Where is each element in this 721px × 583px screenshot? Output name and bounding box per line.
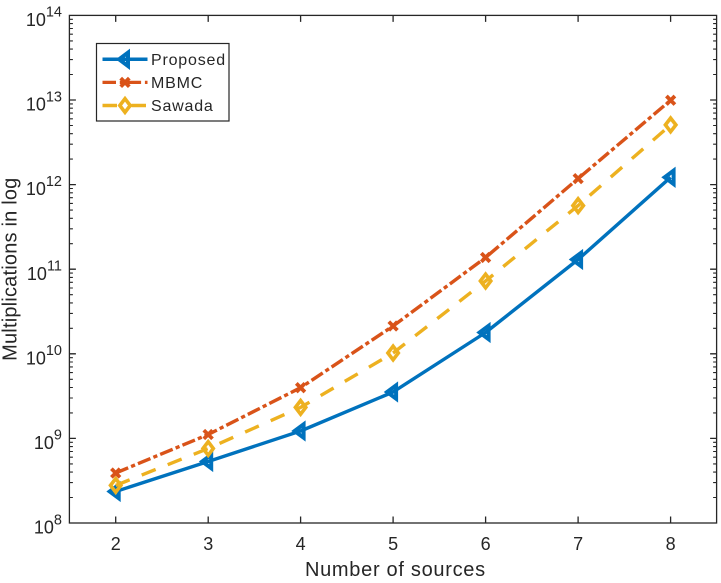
svg-text:Sawada: Sawada: [151, 98, 214, 115]
svg-text:MBMC: MBMC: [151, 75, 203, 92]
svg-text:Multiplications in log: Multiplications in log: [0, 178, 22, 361]
svg-text:8: 8: [666, 534, 676, 554]
svg-text:5: 5: [388, 534, 398, 554]
svg-text:3: 3: [203, 534, 213, 554]
svg-text:Proposed: Proposed: [151, 52, 226, 69]
svg-text:4: 4: [296, 534, 306, 554]
svg-text:7: 7: [573, 534, 583, 554]
svg-text:6: 6: [481, 534, 491, 554]
svg-text:Number of sources: Number of sources: [305, 559, 486, 581]
svg-text:2: 2: [111, 534, 121, 554]
